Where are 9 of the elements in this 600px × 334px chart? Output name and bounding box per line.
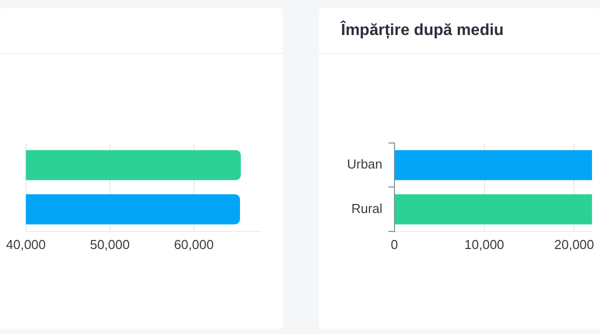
x-tick-label: 60,000 — [174, 236, 214, 252]
y-tick-label: Urban — [346, 156, 382, 172]
x-tick-label: 50,000 — [90, 236, 130, 252]
y-tick-label: Rural — [351, 200, 383, 216]
x-tick-label: 20,000 — [554, 236, 594, 252]
x-tick-label: 0 — [390, 236, 398, 252]
chart-title: Împărțire după mediu — [319, 8, 600, 54]
x-tick-label: 40,000 — [6, 236, 46, 252]
x-tick-label: 10,000 — [464, 236, 504, 252]
